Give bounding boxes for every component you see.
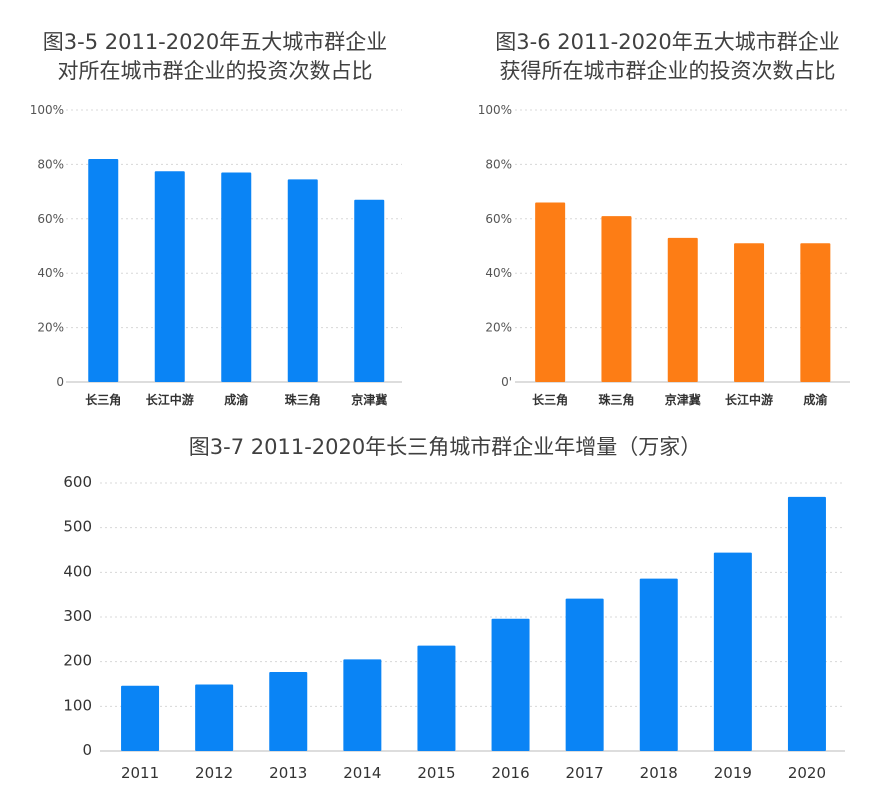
- chart2-category-label: 成渝: [803, 392, 828, 407]
- chart3-category-label: 2016: [491, 764, 529, 782]
- chart2-category-label: 珠三角: [598, 392, 634, 407]
- chart3-category-label: 2017: [566, 764, 604, 782]
- chart1-category-label: 京津冀: [351, 392, 387, 407]
- chart3-bar: [713, 552, 752, 751]
- chart1-category-label: 成渝: [224, 392, 249, 407]
- chart2-bar: [667, 237, 698, 382]
- chart2-ytick-label: 0': [501, 375, 512, 389]
- chart3-category-label: 2013: [269, 764, 307, 782]
- chart1-ytick-label: 100%: [30, 103, 64, 117]
- chart1-category-label: 珠三角: [285, 392, 321, 407]
- chart3-category-label: 2018: [640, 764, 678, 782]
- chart2-bar: [734, 243, 765, 382]
- chart3-category-label: 2011: [121, 764, 159, 782]
- chart3-ytick-label: 100: [63, 696, 92, 714]
- chart1-bar: [88, 158, 119, 382]
- chart1-bar: [154, 171, 185, 382]
- chart3-bar: [121, 685, 160, 751]
- chart2-bar: [601, 216, 632, 382]
- chart1-ytick-label: 80%: [37, 157, 64, 171]
- chart3-ytick-label: 0: [82, 741, 92, 759]
- chart2-category-label: 京津冀: [665, 392, 701, 407]
- chart2-category-label: 长江中游: [725, 392, 773, 407]
- chart3-bar: [491, 618, 530, 751]
- chart3-category-label: 2015: [417, 764, 455, 782]
- chart3-bar: [269, 671, 308, 751]
- chart1-category-label: 长三角: [85, 392, 121, 407]
- chart3-bar: [343, 659, 382, 751]
- chart2-ytick-label: 80%: [485, 157, 512, 171]
- chart3-title: 图3-7 2011-2020年长三角城市群企业年增量（万家）: [188, 435, 702, 459]
- chart2-title: 图3-6 2011-2020年五大城市群企业 获得所在城市群企业的投资次数占比: [495, 30, 840, 83]
- chart3-bar: [787, 496, 826, 751]
- chart1-bar: [354, 199, 385, 382]
- chart3-bar: [417, 645, 456, 751]
- chart1-ytick-label: 0: [56, 375, 64, 389]
- chart1-title: 图3-5 2011-2020年五大城市群企业 对所在城市群企业的投资次数占比: [42, 30, 388, 83]
- chart3-ytick-label: 500: [63, 518, 92, 536]
- chart3-bar: [565, 598, 604, 751]
- chart2-bar: [800, 243, 831, 382]
- chart3-ytick-label: 300: [63, 607, 92, 625]
- chart3-bar: [639, 578, 678, 751]
- chart2-bar: [535, 202, 566, 382]
- chart3-ytick-label: 200: [63, 652, 92, 670]
- chart3-ytick-label: 600: [63, 473, 92, 491]
- chart1-category-label: 长江中游: [146, 392, 194, 407]
- chart1-ytick-label: 20%: [37, 321, 64, 335]
- chart3-category-label: 2012: [195, 764, 233, 782]
- chart3-ytick-label: 400: [63, 562, 92, 580]
- chart3-category-label: 2019: [714, 764, 752, 782]
- chart1-ytick-label: 60%: [37, 212, 64, 226]
- chart2-ytick-label: 60%: [485, 212, 512, 226]
- chart3-category-label: 2014: [343, 764, 381, 782]
- chart2-ytick-label: 40%: [485, 266, 512, 280]
- chart2-ytick-label: 100%: [478, 103, 512, 117]
- chart2-category-label: 长三角: [532, 392, 568, 407]
- chart3-category-label: 2020: [788, 764, 826, 782]
- chart1-bar: [287, 179, 318, 382]
- chart1-ytick-label: 40%: [37, 266, 64, 280]
- chart3-bar: [195, 684, 234, 751]
- chart1-bar: [221, 172, 252, 382]
- chart2-ytick-label: 20%: [485, 321, 512, 335]
